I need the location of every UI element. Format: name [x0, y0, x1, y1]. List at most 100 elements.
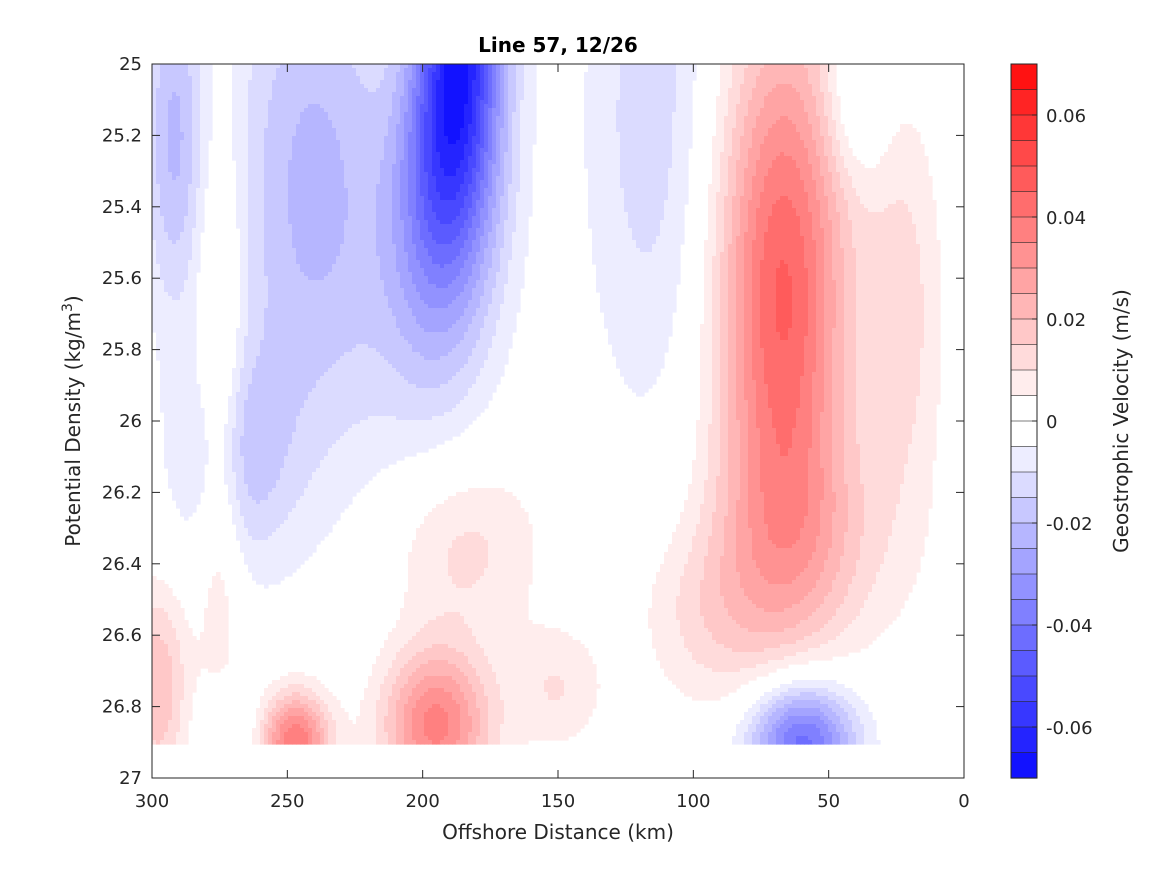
contour-cell [824, 680, 829, 689]
contour-cell [456, 612, 461, 653]
contour-cell [492, 488, 497, 673]
contour-cell [292, 248, 297, 433]
contour-cell [200, 408, 205, 493]
y-tick-label: 26 [119, 411, 142, 432]
contour-cell [472, 348, 477, 385]
contour-cell [836, 636, 841, 657]
contour-cell [444, 264, 449, 289]
contour-cell [180, 292, 185, 517]
contour-cell [792, 644, 797, 657]
contour-cell [276, 680, 281, 693]
contour-cell [312, 104, 317, 281]
contour-cell [456, 256, 461, 277]
contour-cell [752, 632, 757, 653]
contour-cell [476, 252, 481, 281]
contour-cell [180, 132, 185, 141]
contour-cell [432, 416, 437, 449]
contour-cell [480, 684, 485, 745]
contour-cell [816, 696, 821, 701]
contour-cell [752, 704, 757, 717]
contour-cell [460, 248, 465, 269]
contour-cell [340, 160, 345, 245]
contour-cell [324, 372, 329, 457]
contour-cell [856, 444, 861, 561]
contour-cell [480, 100, 485, 149]
contour-cell [420, 664, 425, 681]
contour-cell [796, 132, 801, 169]
contour-cell [300, 672, 305, 685]
contour-cell [840, 604, 845, 633]
contour-cell [160, 280, 165, 413]
contour-cell [476, 580, 481, 645]
contour-cell [796, 168, 801, 217]
contour-cell [784, 456, 789, 549]
contour-cell [856, 196, 861, 445]
contour-cell [748, 708, 753, 725]
contour-cell [852, 248, 857, 577]
contour-cell [744, 168, 749, 233]
contour-cell [872, 212, 877, 585]
contour-cell [272, 732, 277, 745]
contour-cell [364, 688, 369, 745]
contour-cell [300, 272, 305, 409]
contour-cell [420, 356, 425, 389]
contour-cell [532, 624, 537, 741]
contour-cell [800, 528, 805, 573]
contour-cell [432, 284, 437, 309]
colorbar-band [1010, 573, 1038, 601]
contour-cell [184, 280, 189, 521]
contour-cell [188, 184, 193, 261]
contour-cell [484, 104, 489, 153]
contour-cell [408, 272, 413, 309]
contour-cell [764, 96, 769, 137]
contour-cell [248, 536, 253, 573]
contour-cell [328, 368, 333, 449]
contour-cell [708, 632, 713, 669]
contour-cell [304, 108, 309, 277]
contour-fill-layer [152, 64, 941, 745]
contour-cell [796, 724, 801, 737]
contour-cell [380, 280, 385, 357]
contour-cell [864, 704, 869, 745]
contour-cell [808, 680, 813, 689]
contour-cell [460, 340, 465, 369]
contour-cell [520, 100, 525, 289]
contour-cell [396, 420, 401, 461]
contour-cell [316, 680, 321, 697]
contour-cell [792, 724, 797, 745]
contour-cell [780, 64, 785, 85]
contour-cell [740, 84, 745, 137]
contour-cell [192, 636, 197, 693]
contour-cell [432, 360, 437, 389]
contour-cell [860, 724, 865, 745]
contour-cell [168, 100, 173, 173]
contour-cell [840, 124, 845, 157]
contour-cell [256, 540, 261, 585]
contour-cell [448, 576, 453, 613]
contour-cell [440, 64, 445, 169]
contour-cell [444, 288, 449, 309]
contour-cell [660, 220, 665, 369]
contour-cell [780, 660, 785, 669]
contour-cell [816, 648, 821, 661]
y-tick-label: 26.2 [102, 482, 142, 503]
contour-cell [692, 536, 697, 661]
contour-cell [556, 700, 561, 741]
contour-cell [284, 64, 289, 457]
contour-cell [460, 616, 465, 653]
contour-cell [832, 156, 837, 193]
contour-cell [472, 488, 477, 533]
contour-cell [812, 700, 817, 709]
contour-cell [728, 64, 733, 89]
contour-cell [280, 468, 285, 525]
contour-cell [340, 64, 345, 161]
contour-cell [384, 296, 389, 361]
contour-cell [280, 676, 285, 689]
contour-cell [312, 692, 317, 701]
contour-cell [176, 640, 181, 733]
contour-cell [268, 728, 273, 745]
contour-cell [532, 64, 537, 145]
contour-cell [448, 224, 453, 245]
contour-cell [436, 80, 441, 153]
contour-cell [812, 648, 817, 661]
